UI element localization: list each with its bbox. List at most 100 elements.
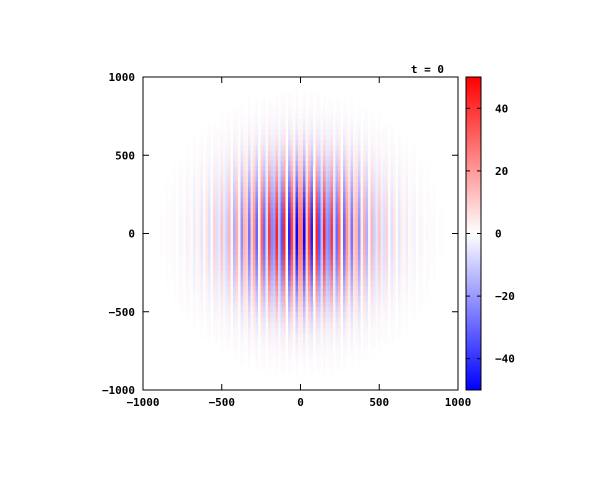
heatmap-cell <box>398 238 401 245</box>
heatmap-cell <box>195 207 199 213</box>
heatmap-cell <box>325 322 329 328</box>
heatmap-cell <box>348 150 351 156</box>
heatmap-cell <box>213 155 216 161</box>
heatmap-cell <box>353 238 356 245</box>
heatmap-cell <box>328 322 331 328</box>
heatmap-cell <box>390 202 394 208</box>
heatmap-cell <box>410 301 414 307</box>
heatmap-cell <box>425 186 429 193</box>
heatmap-cell <box>198 270 201 276</box>
heatmap-cell <box>280 296 284 302</box>
heatmap-cell <box>328 254 331 260</box>
heatmap-cell <box>333 129 336 135</box>
heatmap-cell <box>208 296 211 302</box>
heatmap-cell <box>310 285 314 292</box>
heatmap-cell <box>190 275 194 281</box>
heatmap-cell <box>400 249 404 255</box>
heatmap-cell <box>330 327 334 333</box>
heatmap-cell <box>378 150 381 156</box>
heatmap-cell <box>230 296 234 302</box>
heatmap-cell <box>375 254 379 260</box>
colorbar-tick-label: 20 <box>495 165 508 178</box>
heatmap-cell <box>165 270 169 276</box>
heatmap-cell <box>275 233 279 240</box>
heatmap-cell <box>438 238 441 245</box>
heatmap-cell <box>185 191 189 198</box>
heatmap-cell <box>288 160 291 166</box>
heatmap-cell <box>353 160 356 166</box>
heatmap-cell <box>375 280 379 286</box>
heatmap-cell <box>315 243 319 250</box>
heatmap-cell <box>325 139 329 146</box>
heatmap-cell <box>248 275 251 281</box>
heatmap-cell <box>218 233 221 240</box>
heatmap-cell <box>378 301 381 307</box>
heatmap-cell <box>220 217 224 224</box>
heatmap-cell <box>428 228 431 234</box>
heatmap-cell <box>405 285 409 292</box>
heatmap-cell <box>330 369 334 375</box>
heatmap-cell <box>280 358 284 365</box>
heatmap-cell <box>275 150 279 156</box>
heatmap-cell <box>388 196 391 203</box>
heatmap-cell <box>308 322 311 328</box>
heatmap-cell <box>273 348 276 354</box>
heatmap-cell <box>360 228 364 234</box>
heatmap-cell <box>275 113 279 120</box>
heatmap-cell <box>263 212 266 219</box>
heatmap-cell <box>173 196 176 203</box>
heatmap-cell <box>283 202 286 208</box>
heatmap-cell <box>290 254 294 260</box>
heatmap-cell <box>188 176 191 182</box>
heatmap-cell <box>235 134 239 140</box>
heatmap-cell <box>180 170 184 177</box>
heatmap-cell <box>393 129 396 135</box>
heatmap-cell <box>320 118 324 125</box>
heatmap-cell <box>348 264 351 271</box>
heatmap-cell <box>250 144 254 151</box>
heatmap-cell <box>215 238 219 245</box>
heatmap-cell <box>188 233 191 240</box>
heatmap-cell <box>345 150 349 156</box>
heatmap-cell <box>265 290 269 297</box>
heatmap-cell <box>238 285 241 292</box>
heatmap-cell <box>385 270 389 276</box>
heatmap-cell <box>158 243 161 250</box>
heatmap-cell <box>195 228 199 234</box>
heatmap-cell <box>298 306 301 313</box>
heatmap-cell <box>410 176 414 182</box>
heatmap-cell <box>345 259 349 266</box>
heatmap-cell <box>283 129 286 135</box>
heatmap-cell <box>218 327 221 333</box>
heatmap-cell <box>335 311 339 318</box>
heatmap-cell <box>240 311 244 318</box>
heatmap-cell <box>373 243 376 250</box>
heatmap-cell <box>315 134 319 140</box>
heatmap-cell <box>275 181 279 187</box>
heatmap-cell <box>348 343 351 349</box>
heatmap-cell <box>178 280 181 286</box>
heatmap-cell <box>290 228 294 234</box>
heatmap-cell <box>323 160 326 166</box>
heatmap-cell <box>303 254 306 260</box>
heatmap-cell <box>335 181 339 187</box>
heatmap-cell <box>300 280 304 286</box>
heatmap-cell <box>273 150 276 156</box>
heatmap-cell <box>395 176 399 182</box>
heatmap-cell <box>303 348 306 354</box>
heatmap-cell <box>280 353 284 359</box>
heatmap-cell <box>380 186 384 193</box>
heatmap-cell <box>288 123 291 130</box>
heatmap-cell <box>370 217 374 224</box>
heatmap-cell <box>315 358 319 365</box>
heatmap-cell <box>275 275 279 281</box>
heatmap-cell <box>395 280 399 286</box>
heatmap-cell <box>323 191 326 198</box>
heatmap-cell <box>270 280 274 286</box>
heatmap-cell <box>295 243 299 250</box>
heatmap-cell <box>198 290 201 297</box>
heatmap-cell <box>345 270 349 276</box>
heatmap-cell <box>268 358 271 365</box>
heatmap-cell <box>275 264 279 271</box>
heatmap-cell <box>173 243 176 250</box>
